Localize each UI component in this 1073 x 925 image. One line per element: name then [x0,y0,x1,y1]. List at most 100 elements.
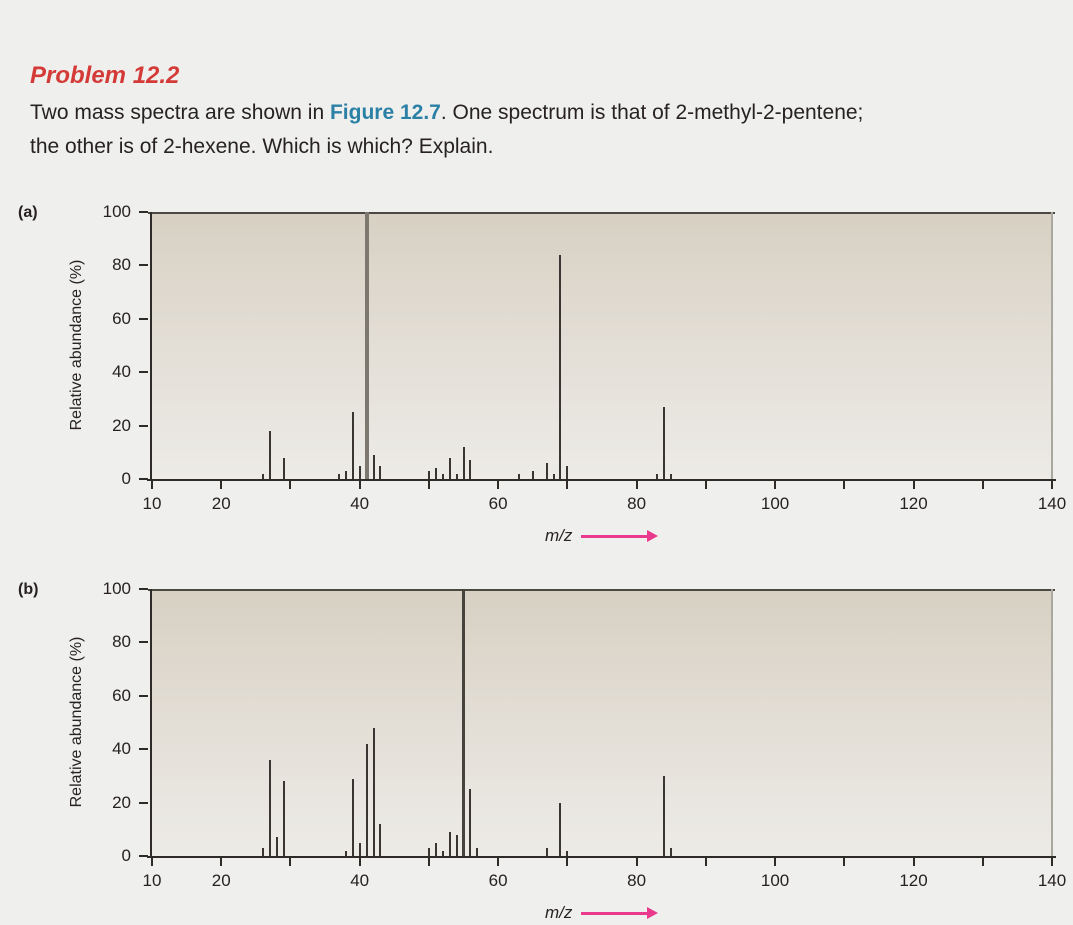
x-axis-tick [1051,858,1053,866]
x-axis-tick [704,481,707,489]
y-axis-tick [139,801,148,804]
x-axis-tick [566,858,569,866]
x-axis-tick [358,481,361,489]
y-axis-tick [139,694,148,697]
y-axis-tick-label: 0 [121,846,131,865]
x-axis-tick [774,481,777,489]
x-axis-tick [566,481,569,489]
x-axis-tick [1051,481,1053,489]
spectrum-peak-mz-29 [282,781,285,856]
spectrum-peak-mz-85 [670,847,673,856]
x-axis-tick-label: 120 [899,494,928,513]
y-axis-tick-label: 100 [102,202,131,221]
y-axis-tick [139,264,148,267]
plot-border-right [1051,589,1053,856]
y-axis-title: Relative abundance (%) [68,259,85,431]
y-axis-tick-label: 40 [112,739,131,759]
spectrum-peak-mz-56 [469,789,472,856]
x-axis-label-row: m/z [545,903,659,923]
x-axis-tick [358,858,361,866]
x-axis-tick [220,858,223,866]
spectrum-peak-mz-38 [344,470,347,479]
x-axis-tick [912,481,915,489]
x-axis-label-row: m/z [545,526,659,546]
spectrum-peak-mz-40 [358,842,361,856]
y-axis-tick [139,211,148,213]
x-axis-tick-label: 100 [760,871,790,890]
y-axis-tick-label: 80 [112,632,131,652]
spectrum-peak-mz-83 [656,473,659,479]
spectrum-peak-mz-67 [545,847,548,856]
x-axis-line [147,479,1056,481]
plot-border-top [148,589,1055,591]
x-axis-tick [774,858,777,866]
spectrum-peak-mz-50 [427,847,430,856]
x-axis-tick [497,858,500,866]
spectrum-peak-mz-65 [531,470,534,479]
spectrum-peak-mz-40 [358,465,361,479]
x-axis-tick [427,858,430,866]
x-axis-tick-label: 10 [142,494,162,513]
spectrum-peak-mz-53 [448,831,451,856]
mass-spectrum-chart-b: (b) Relative abundance (%) m/z 0 20 40 60 80… [18,579,1066,922]
x-axis-tick [843,858,846,866]
spectrum-peak-mz-52 [441,473,444,479]
spectrum-peak-mz-56 [469,460,472,479]
x-axis-tick [427,481,430,489]
spectrum-peak-mz-26 [261,473,264,479]
spectrum-peak-mz-29 [282,457,285,479]
y-axis-tick [139,424,148,427]
x-axis-tick [843,481,846,489]
x-axis-tick-label: 140 [1037,494,1067,513]
spectrum-peak-mz-54 [455,834,458,856]
x-axis-tick [289,858,292,866]
x-axis-tick-label: 140 [1037,871,1067,890]
figure-reference-link[interactable]: Figure 12.7 [329,101,441,124]
x-axis-tick [497,481,500,489]
spectrum-peak-mz-54 [455,473,458,479]
x-axis-tick [981,481,984,489]
x-axis-tick [635,858,638,866]
spectrum-peak-mz-70 [566,850,569,856]
right-arrow-icon [581,907,659,919]
statement-text-after-link: . One spectrum is that of 2-methyl-2-pen… [440,101,864,124]
x-axis-tick-label: 40 [350,494,370,513]
x-axis-tick [981,858,984,866]
y-axis-tick-label: 60 [112,308,131,328]
spectrum-peak-mz-39 [351,778,354,856]
x-axis-tick [220,481,223,489]
spectrum-peak-mz-57 [476,847,479,856]
y-axis-tick-label: 40 [112,362,131,382]
x-axis-tick [912,858,915,866]
spectrum-peak-mz-37 [337,473,340,479]
x-axis-tick [151,858,153,866]
spectrum-peak-mz-63 [517,473,520,479]
y-axis-tick-label: 20 [112,415,131,435]
y-axis-tick [139,748,148,751]
mass-spectrum-chart-a: (a) Relative abundance (%) m/z 0 20 40 60 80… [18,202,1066,545]
spectrum-peak-mz-39 [351,412,354,479]
spectrum-peak-mz-38 [344,850,347,856]
y-axis-tick-label: 20 [112,792,131,812]
spectrum-peak-mz-26 [261,847,264,856]
x-axis-tick-label: 60 [488,871,508,890]
y-axis-line [150,589,152,858]
y-axis-tick [139,478,148,480]
y-axis-tick-label: 60 [112,685,131,705]
spectrum-peak-mz-84 [663,775,666,856]
problem-statement-line-2: the other is of 2-hexene. Which is which… [30,135,494,158]
y-axis-tick [139,588,148,590]
x-axis-tick-label: 20 [211,494,231,513]
plot-border-right [1051,212,1053,479]
y-axis-tick [139,371,148,374]
statement-text-before-link: Two mass spectra are shown in [30,101,330,124]
x-axis-tick-label: 100 [760,494,790,513]
x-axis-tick-label: 20 [211,871,231,890]
y-axis-title: Relative abundance (%) [68,636,85,808]
y-axis-tick-label: 0 [121,469,131,488]
spectrum-peak-mz-50 [427,470,430,479]
spectrum-peak-mz-41 [365,743,368,856]
spectrum-peak-mz-69 [559,254,562,479]
spectrum-peak-mz-51 [434,468,437,479]
spectrum-peak-mz-27 [268,759,271,856]
